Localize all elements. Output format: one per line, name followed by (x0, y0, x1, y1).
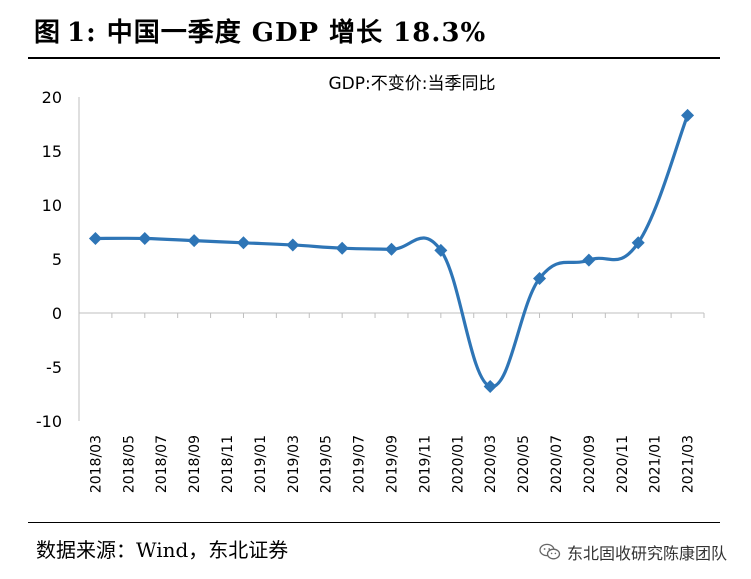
figure-title-text: 中国一季度 GDP 增长 18.3% (106, 18, 487, 48)
data-point-marker (187, 234, 201, 248)
x-tick-label: 2019/11 (417, 435, 433, 493)
data-point-marker (434, 243, 448, 257)
x-tick-label: 2019/09 (385, 435, 401, 493)
x-tick-label: 2018/09 (187, 435, 203, 493)
y-tick-label: 5 (52, 250, 62, 269)
x-tick-label: 2018/11 (220, 435, 236, 493)
watermark: 东北固收研究陈康团队 (539, 540, 727, 564)
x-tick-label: 2018/03 (88, 435, 104, 493)
x-tick-label: 2020/01 (450, 435, 466, 493)
y-tick-labels: 20 15 10 5 0 -5 -10 (36, 88, 62, 431)
data-source: 数据来源：Wind，东北证券 (36, 538, 289, 562)
data-point-marker (286, 238, 300, 252)
x-tick-label: 2021/01 (648, 435, 664, 493)
data-point-marker (631, 236, 645, 250)
data-point-marker (533, 271, 547, 285)
x-tick-label: 2020/11 (615, 435, 631, 493)
chart-title: GDP:不变价:当季同比 (329, 74, 496, 94)
figure-number: 1: (67, 18, 97, 48)
data-point-marker (385, 242, 398, 256)
bottom-rule (28, 522, 720, 523)
figure-label: 图 (34, 18, 62, 48)
x-tick-label: 2020/09 (582, 435, 598, 493)
data-point-marker (236, 236, 250, 250)
x-tick-label: 2018/05 (121, 435, 137, 493)
x-tick-label: 2020/03 (483, 435, 499, 493)
x-tick-label: 2021/03 (681, 435, 697, 493)
series-markers (88, 108, 695, 393)
y-tick-label: 20 (42, 88, 62, 107)
y-tick-label: -5 (46, 358, 62, 377)
x-tick-label: 2018/07 (154, 435, 170, 493)
y-tick-label: 0 (52, 304, 62, 323)
watermark-text: 东北固收研究陈康团队 (566, 544, 727, 563)
data-point-marker (335, 241, 349, 255)
y-tick-label: 10 (42, 196, 62, 215)
data-point-marker (681, 108, 695, 122)
y-tick-label: -10 (36, 412, 62, 431)
x-tick-label: 2019/01 (253, 435, 269, 493)
wechat-icon (539, 543, 561, 560)
y-tick-label: 15 (42, 142, 62, 161)
top-rule (28, 57, 720, 59)
data-point-marker (483, 379, 497, 393)
x-tick-label: 2019/03 (286, 435, 302, 493)
series-line-gdp (93, 113, 690, 389)
x-tick-marks (78, 313, 705, 318)
x-tick-label: 2020/05 (516, 435, 532, 493)
data-point-marker (582, 253, 596, 267)
data-point-marker (88, 231, 102, 245)
x-tick-label: 2019/05 (319, 435, 335, 493)
data-point-marker (138, 231, 152, 245)
x-tick-label: 2020/07 (549, 435, 565, 493)
x-tick-label: 2019/07 (352, 435, 368, 493)
x-tick-labels: 2018/03 2018/05 2018/07 2018/09 2018/11 2019/… (88, 435, 696, 493)
figure-title: 图 1: 中国一季度 GDP 增长 18.3% (34, 12, 486, 49)
